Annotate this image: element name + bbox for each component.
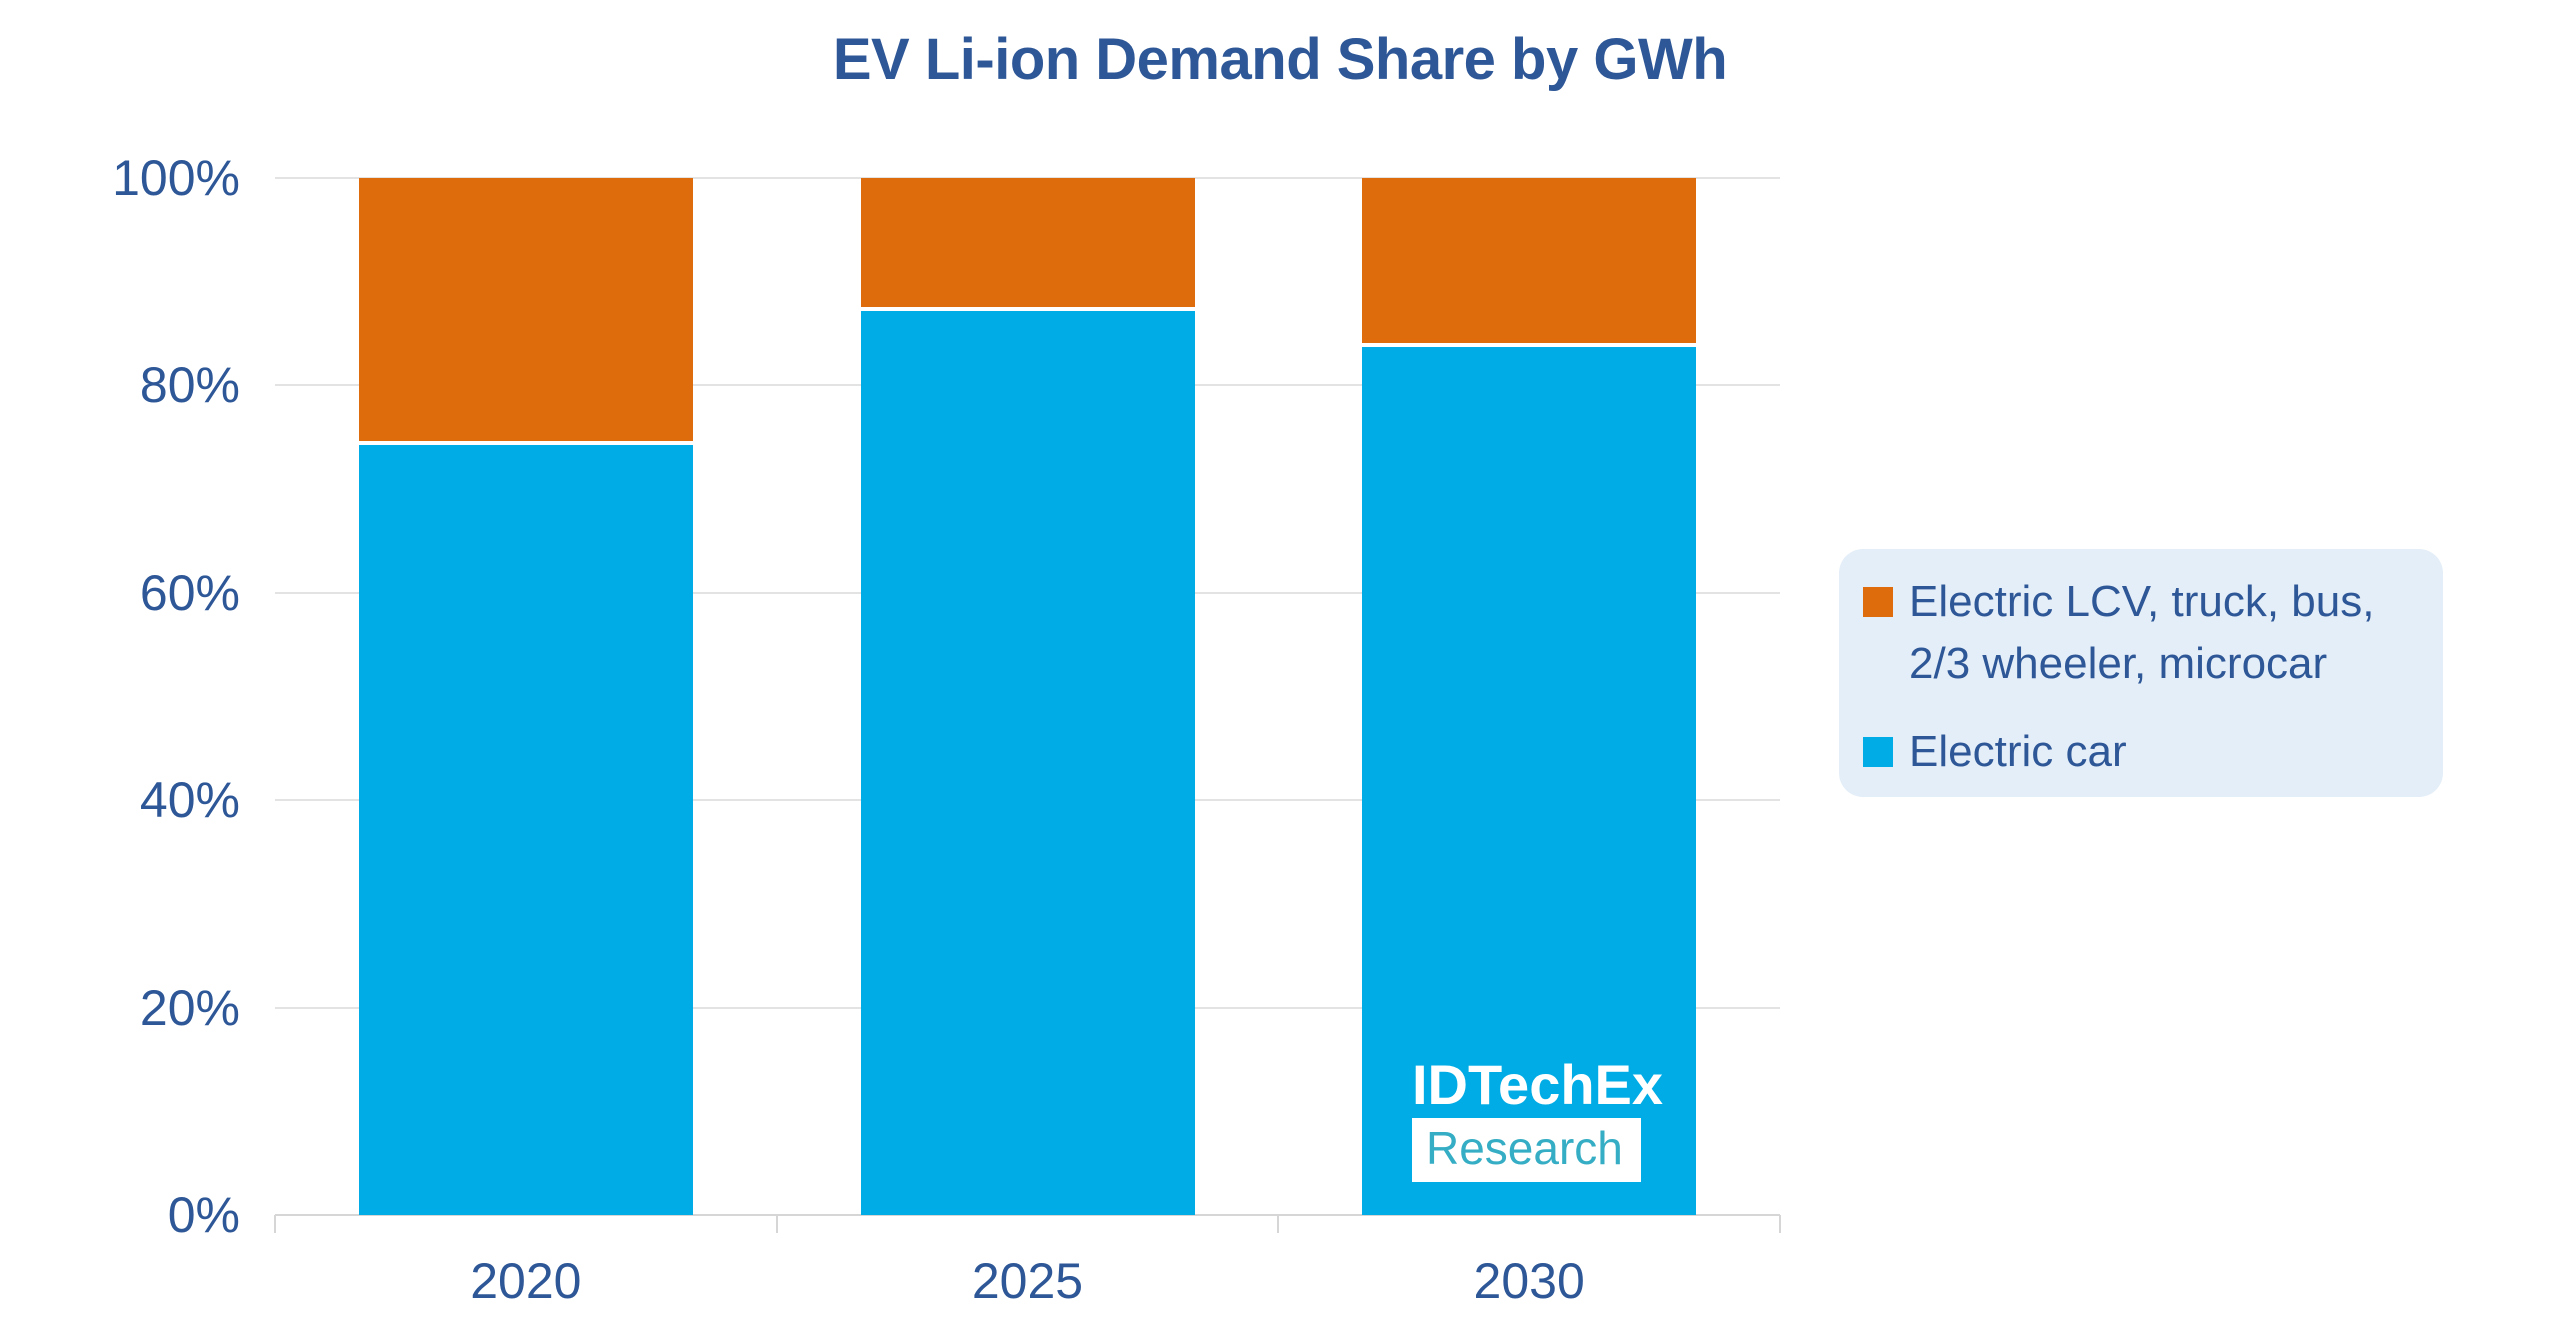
bar-2025 [860, 178, 1195, 1215]
x-tick-mark [1277, 1215, 1280, 1233]
x-tick-label: 2025 [971, 1253, 1084, 1309]
idtechex-logo-text: IDTechEx [1412, 1053, 1664, 1116]
x-tick-mark [775, 1215, 778, 1233]
legend-swatch-icon [1863, 737, 1893, 767]
bar-segment-2025-electric-lcv-truck-bus-2-3-wheeler-microcar [860, 178, 1195, 308]
x-axis-line [275, 1214, 1780, 1216]
legend-item: Electric LCV, truck, bus, 2/3 wheeler, m… [1863, 571, 2421, 695]
y-tick-label: 40% [139, 772, 240, 829]
y-tick-label: 0% [167, 1187, 240, 1243]
bar-segment-2025-electric-car [860, 311, 1195, 1215]
bar-segment-separator [860, 307, 1195, 312]
legend-item-label: Electric car [1909, 727, 2127, 776]
bar-segment-2020-electric-lcv-truck-bus-2-3-wheeler-microcar [358, 178, 693, 442]
bar-2030 [1362, 178, 1697, 1215]
legend-swatch-icon [1863, 587, 1893, 617]
idtechex-research-box: Research [1412, 1118, 1641, 1182]
bar-segment-2020-electric-car [358, 445, 693, 1215]
bar-segment-separator [1362, 343, 1697, 348]
bar-segment-separator [358, 441, 693, 446]
bar-2020 [358, 178, 693, 1215]
chart-title: EV Li-ion Demand Share by GWh [832, 27, 1728, 92]
x-tick-label: 2020 [470, 1253, 582, 1309]
x-tick-mark [1779, 1215, 1781, 1233]
idtechex-logo: IDTechEx Research [1412, 1056, 1663, 1182]
y-tick-label: 100% [112, 150, 240, 206]
y-tick-label: 20% [139, 979, 240, 1036]
legend-item-label: Electric LCV, truck, bus, 2/3 wheeler, m… [1909, 577, 2375, 688]
x-tick-mark [274, 1215, 276, 1233]
bar-segment-2030-electric-car [1362, 347, 1697, 1215]
bar-segment-2030-electric-lcv-truck-bus-2-3-wheeler-microcar [1362, 178, 1697, 344]
idtechex-research-text: Research [1426, 1122, 1623, 1174]
legend: Electric LCV, truck, bus, 2/3 wheeler, m… [1839, 549, 2443, 797]
y-tick-label: 60% [139, 564, 240, 621]
x-tick-label: 2030 [1473, 1253, 1585, 1309]
y-tick-label: 80% [139, 357, 240, 414]
legend-item: Electric car [1863, 721, 2421, 783]
